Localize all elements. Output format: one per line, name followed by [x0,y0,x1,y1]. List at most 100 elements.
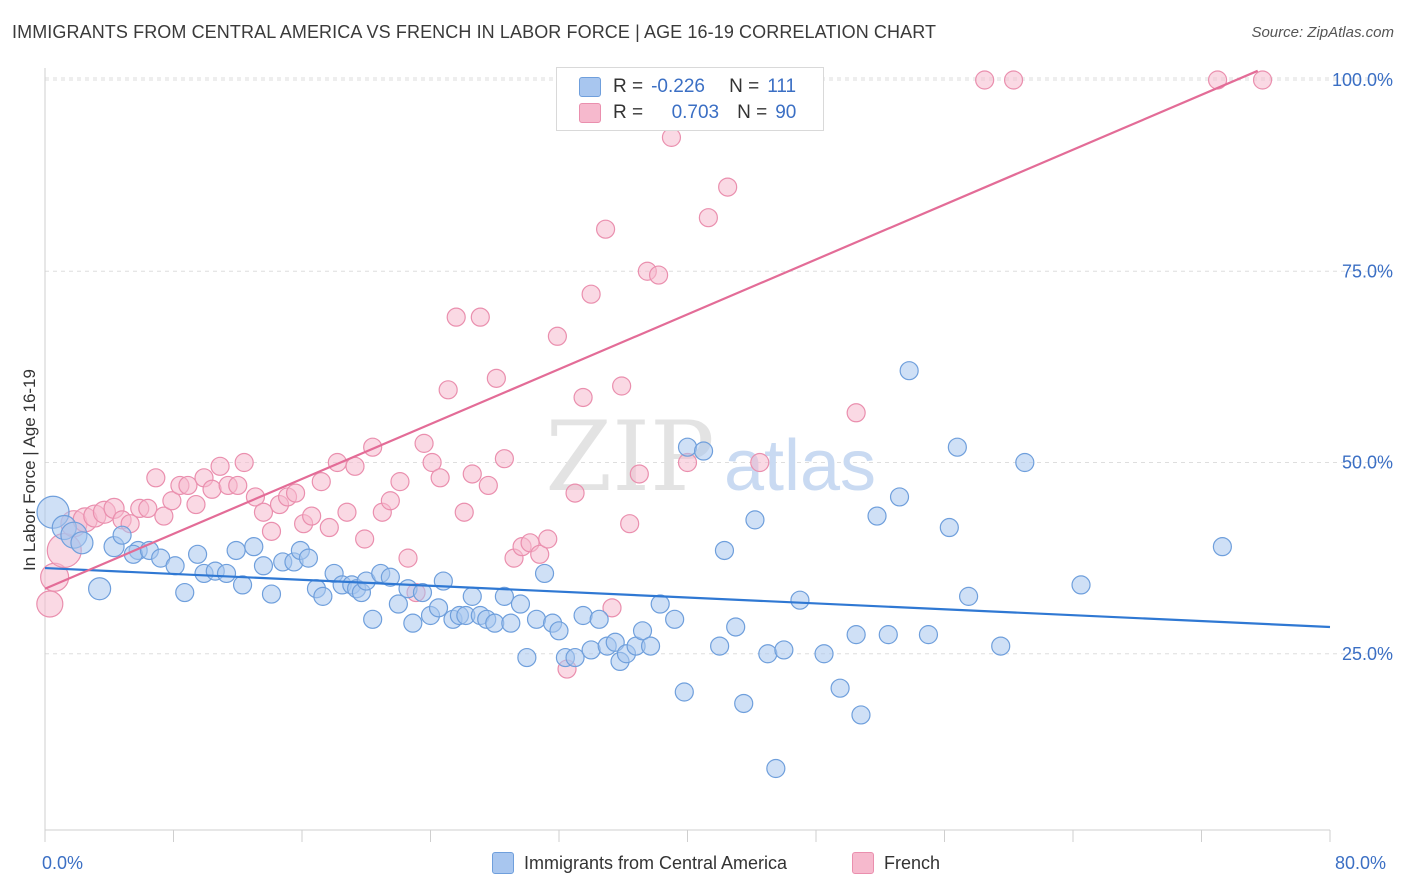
central-america-point [589,609,609,629]
central-america-point [534,563,555,584]
french-trend-line [44,69,1259,590]
central-america-point [991,636,1011,656]
central-america-point [726,617,746,637]
central-america-point [380,567,400,587]
y-tick-label: 100.0% [1332,70,1393,90]
central-america-point [674,682,694,702]
legend-box: R = -0.226 N = 111 R = 0.703 N = 90 [556,67,824,131]
y-tick-label: 25.0% [1342,644,1393,664]
y-tick-label: 75.0% [1342,261,1393,281]
bottom-legend-swatch-pink [852,852,874,874]
legend-n-value: 111 [767,76,797,97]
french-point [327,452,347,473]
french-point [311,472,331,492]
french-point [390,472,410,492]
gridlines [45,77,1390,655]
central-america-point [745,510,765,530]
central-america-point [428,598,449,618]
central-america-point [851,705,871,725]
bottom-legend-label: Immigrants from Central America [524,852,788,873]
central-america-point [1212,537,1232,557]
bottom-legend: Immigrants from Central America French [0,852,1406,878]
french-point [285,483,306,503]
central-america-point [889,487,910,507]
central-america-point [958,586,979,606]
french-point [454,502,474,522]
french-point [530,544,550,564]
french-point [380,491,400,511]
french-point [750,452,770,473]
y-tick-label: 50.0% [1342,453,1393,473]
legend-n-label: N = [729,76,760,97]
french-point [446,307,466,327]
central-america-point [734,693,754,714]
french-point [414,433,434,453]
french-point [661,127,682,147]
central-america-point [517,647,537,668]
legend-row-pink: R = 0.703 N = 90 [579,102,796,124]
central-america-point [766,758,786,779]
french-point [398,548,418,568]
x-min-label: 0.0% [42,853,84,873]
french-point [494,449,514,469]
trend-lines [44,69,1331,629]
french-point [228,475,248,496]
central-america-point [830,678,850,698]
central-america-point [846,625,866,645]
central-america-point [462,586,482,606]
central-america-point [1071,575,1091,595]
legend-r-label: R = [613,102,644,123]
french-point [478,475,498,496]
central-america-point [232,575,253,595]
watermark-atlas: atlas [724,426,876,506]
legend-row-blue: R = -0.226 N = 111 [579,76,796,98]
french-point [234,452,254,473]
french-point [612,376,632,396]
central-america-point [774,640,794,660]
french-point [538,529,558,549]
french-point [620,514,640,534]
central-america-point [216,563,237,584]
central-america-point [632,621,653,641]
legend-r-label: R = [613,76,644,97]
central-america-point [510,594,531,614]
french-point [355,529,375,549]
central-america-point [650,594,670,614]
french-point [202,479,222,499]
french-point [470,307,490,327]
central-america-point [485,613,505,633]
french-point [337,502,357,522]
central-america-point [947,437,967,457]
central-america-point [677,437,698,457]
central-america-point [867,506,887,526]
central-america-point [899,361,919,381]
legend-swatch-blue [579,77,601,97]
french-point [581,284,601,304]
bottom-legend-item-central-america: Immigrants from Central America [492,852,787,874]
central-america-point [494,586,514,606]
french-point [154,506,174,526]
central-america-point [814,644,834,664]
french-point [162,491,182,511]
central-america-point [581,640,601,660]
central-america-trend-line [44,566,1331,629]
central-america-point [253,556,274,576]
french-point [846,403,866,423]
central-america-point [565,647,585,668]
french-point [438,380,458,400]
central-america-point [226,540,246,561]
legend-swatch-pink [579,103,601,123]
french-point [565,483,585,503]
french-point [146,468,166,488]
french-point [186,494,206,515]
central-america-point [710,636,730,656]
legend-n-value: 90 [775,102,797,123]
french-point [595,219,616,239]
french-point [629,464,649,484]
french-point [573,387,593,408]
french-point [1003,70,1024,90]
central-america-point [640,636,661,656]
central-america-point [526,609,547,629]
central-america-point [313,586,333,606]
